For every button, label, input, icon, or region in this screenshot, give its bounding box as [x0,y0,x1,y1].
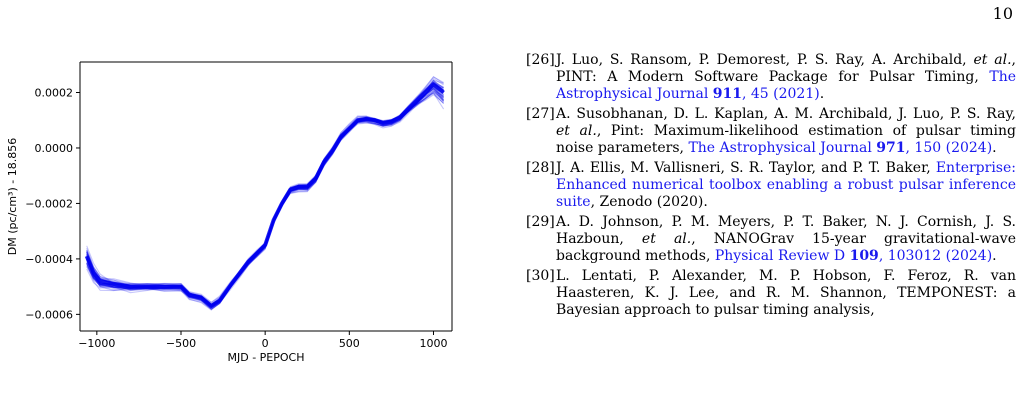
reference-text: et al. [641,231,692,247]
reference-entry: [26] J. Luo, S. Ransom, P. Demorest, P. S… [526,52,1016,103]
reference-entry: [28] J. A. Ellis, M. Vallisneri, S. R. Ta… [526,160,1016,211]
reference-link[interactable]: , 103012 (2024) [878,248,993,264]
y-tick-label: 0.0002 [35,87,74,100]
y-tick-label: −0.0004 [25,253,73,266]
reference-link[interactable]: The Astrophysical Journal [688,140,877,156]
y-axis-label: DM (pc/cm³) - 18.856 [6,138,19,255]
posterior-trace [86,84,445,303]
posterior-trace [86,79,444,308]
posterior-trace [86,80,444,306]
posterior-trace [86,79,445,309]
reference-link[interactable]: Enterprise: Enhanced numerical toolbox e… [556,160,1016,210]
reference-text: . [992,140,997,156]
posterior-trace [86,83,444,306]
posterior-trace [86,83,445,307]
reference-text: , PINT: A Modern Software Package for Pu… [556,52,1016,85]
reference-text: et al. [973,52,1012,68]
y-tick-label: −0.0002 [25,197,73,210]
y-ticks: 0.0002 0.0000 −0.0002 −0.0004 −0.0006 [25,87,80,321]
reference-entry: [30] L. Lentati, P. Alexander, M. P. Hobs… [526,268,1016,319]
posterior-trace [86,84,444,307]
reference-text: . [819,86,825,102]
reference-entry: [29] A. D. Johnson, P. M. Meyers, P. T. B… [526,214,1016,265]
reference-link[interactable]: , 150 (2024) [905,140,993,156]
reference-items: [26] J. Luo, S. Ransom, P. Demorest, P. S… [526,52,1016,319]
reference-link[interactable]: 971 [876,140,906,156]
posterior-trace [86,92,444,309]
reference-number: [27] [526,106,555,122]
reference-list: [26] J. Luo, S. Ransom, P. Demorest, P. S… [526,52,1016,322]
posterior-traces [84,75,445,311]
reference-text: A. D. Johnson, P. M. Meyers, P. T. Baker… [556,214,1016,247]
posterior-trace [86,84,444,308]
reference-number: [29] [526,214,555,230]
reference-text: et al. [556,123,597,139]
reference-number: [28] [526,160,555,176]
posterior-trace [86,82,444,306]
x-tick-label: 0 [262,337,269,350]
posterior-trace [86,81,444,303]
posterior-trace [86,75,444,308]
posterior-trace [86,77,444,307]
posterior-trace [86,84,444,305]
posterior-trace [86,83,444,307]
posterior-trace [86,82,444,306]
posterior-trace [86,83,444,307]
x-axis-label: MJD - PEPOCH [228,351,305,364]
reference-text: A. Susobhanan, D. L. Kaplan, A. M. Archi… [556,106,1016,122]
reference-text: J. Luo, S. Ransom, P. Demorest, P. S. Ra… [556,52,974,68]
reference-text: L. Lentati, P. Alexander, M. P. Hobson, … [556,268,1016,318]
x-tick-label: 500 [339,337,360,350]
median-trace [84,82,445,308]
reference-link[interactable]: The Astrophysical Journal [556,69,1016,102]
reference-text: . [992,248,997,264]
page-number: 10 [992,4,1013,23]
posterior-trace [86,79,444,308]
posterior-trace [86,81,445,309]
reference-link[interactable]: Physical Review D [714,248,850,264]
reference-link[interactable]: , 45 (2021) [741,86,820,102]
reference-number: [30] [526,268,555,284]
reference-link[interactable]: 911 [712,86,742,102]
posterior-trace [86,82,444,310]
posterior-trace [86,82,444,308]
y-tick-label: 0.0000 [35,142,74,155]
x-tick-label: −1000 [78,337,115,350]
reference-link[interactable]: 109 [849,248,879,264]
dm-figure: −1000 −500 0 500 1000 0.0002 0.0000 −0.0002 −0.… [0,48,470,388]
x-tick-label: −500 [166,337,196,350]
posterior-trace [86,79,444,307]
x-ticks: −1000 −500 0 500 1000 [78,331,447,350]
reference-text: , NANOGrav 15-year gravitational-wave ba… [556,231,1016,264]
posterior-trace [86,85,444,306]
dm-chart: −1000 −500 0 500 1000 0.0002 0.0000 −0.0002 −0.… [6,61,453,364]
reference-text: J. A. Ellis, M. Vallisneri, S. R. Taylor… [556,160,936,176]
reference-text: , Pint: Maximum-likelihood estimation of… [556,123,1016,156]
posterior-trace [86,82,444,310]
y-tick-label: −0.0006 [25,308,73,321]
reference-number: [26] [526,52,555,68]
reference-entry: [27] A. Susobhanan, D. L. Kaplan, A. M. A… [526,106,1016,157]
reference-text: , Zenodo (2020). [590,194,708,210]
x-tick-label: 1000 [419,337,447,350]
posterior-trace [86,76,444,305]
